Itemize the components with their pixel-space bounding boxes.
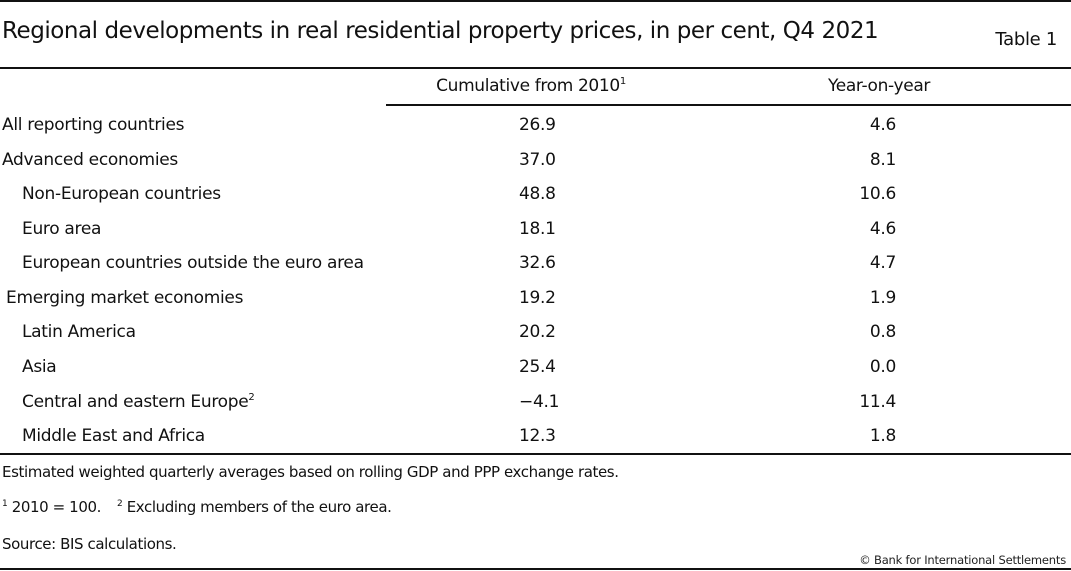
table-row: All reporting countries 26.9 4.6 xyxy=(0,115,1071,150)
title-rule xyxy=(0,67,1071,69)
yoy-value: 8.1 xyxy=(869,149,896,170)
table-bottom-rule xyxy=(0,453,1071,455)
yoy-value: 4.6 xyxy=(869,115,896,135)
row-label: Asia xyxy=(22,357,57,377)
footnote-marker: 2 xyxy=(116,499,123,509)
row-label: Advanced economies xyxy=(2,150,178,170)
row-label-text: All reporting countries xyxy=(2,115,185,135)
row-label-text: Middle East and Africa xyxy=(22,426,205,446)
cumulative-value: 37.0 xyxy=(519,149,556,170)
footnote-marker: 1 xyxy=(619,76,626,87)
row-label: Central and eastern Europe2 xyxy=(22,392,255,412)
row-label: Latin America xyxy=(22,322,136,342)
row-label: European countries outside the euro area xyxy=(22,253,364,273)
cumulative-value: 18.1 xyxy=(519,218,556,239)
table-row: Middle East and Africa 12.3 1.8 xyxy=(0,426,1071,461)
row-label-text: Euro area xyxy=(22,218,102,239)
cumulative-value: 32.6 xyxy=(519,253,556,273)
table-row: Non-European countries 48.8 10.6 xyxy=(0,184,1071,219)
row-label-text: European countries outside the euro area xyxy=(22,253,364,273)
row-label-text: Central and eastern Europe xyxy=(22,392,249,412)
table-title: Regional developments in real residentia… xyxy=(2,18,879,44)
yoy-value: 10.6 xyxy=(859,184,896,204)
yoy-value: 1.8 xyxy=(869,426,896,446)
cumulative-value: −4.1 xyxy=(519,392,560,412)
table-number-label: Table 1 xyxy=(995,29,1057,50)
table-row: Euro area 18.1 4.6 xyxy=(0,219,1071,254)
cumulative-value: 20.2 xyxy=(519,322,556,342)
table-row: Advanced economies 37.0 8.1 xyxy=(0,150,1071,185)
top-rule xyxy=(0,0,1071,2)
cumulative-value: 25.4 xyxy=(519,357,556,377)
footnotes: 1 2010 = 100. 2 Excluding members of the … xyxy=(2,498,392,516)
yoy-value: 4.7 xyxy=(869,253,896,273)
column-header-yoy: Year-on-year xyxy=(827,76,931,96)
column-header-cumulative-label: Cumulative from 2010 xyxy=(436,76,620,96)
row-label-text: Asia xyxy=(22,357,57,377)
row-label: Emerging market economies xyxy=(6,288,243,308)
footnote-marker: 1 xyxy=(2,499,8,509)
yoy-value: 0.0 xyxy=(869,357,896,377)
row-label-text: Emerging market economies xyxy=(6,288,244,308)
row-label: Non-European countries xyxy=(22,184,221,204)
header-rule xyxy=(386,104,1071,106)
yoy-value: 0.8 xyxy=(869,322,896,342)
row-label-text: Advanced economies xyxy=(2,149,178,170)
table-row: Latin America 20.2 0.8 xyxy=(0,322,1071,357)
row-label-text: Non-European countries xyxy=(22,184,221,204)
bottom-rule xyxy=(0,568,1071,570)
cumulative-value: 26.9 xyxy=(519,115,556,135)
yoy-value: 4.6 xyxy=(869,218,896,239)
row-label: Euro area xyxy=(22,219,101,239)
row-label: All reporting countries xyxy=(2,115,184,135)
column-header-cumulative: Cumulative from 20101 xyxy=(436,76,626,96)
table-row: Central and eastern Europe2 −4.1 11.4 xyxy=(0,392,1071,427)
yoy-value: 1.9 xyxy=(869,288,896,308)
footnote-text: 2010 = 100. xyxy=(11,498,102,516)
row-label: Middle East and Africa xyxy=(22,426,205,446)
table-description-note: Estimated weighted quarterly averages ba… xyxy=(2,463,619,481)
table-row: Asia 25.4 0.0 xyxy=(0,357,1071,392)
footnote-text: Excluding members of the euro area. xyxy=(126,498,392,516)
source-note: Source: BIS calculations. xyxy=(2,535,177,553)
row-label-text: Latin America xyxy=(22,322,136,342)
table-row: Emerging market economies 19.2 1.9 xyxy=(0,288,1071,323)
footnote-marker: 2 xyxy=(248,392,255,403)
yoy-value: 11.4 xyxy=(859,392,896,412)
cumulative-value: 48.8 xyxy=(519,184,556,204)
copyright-notice: © Bank for International Settlements xyxy=(859,553,1066,567)
cumulative-value: 12.3 xyxy=(519,426,556,446)
table-row: European countries outside the euro area… xyxy=(0,253,1071,288)
cumulative-value: 19.2 xyxy=(519,288,556,308)
